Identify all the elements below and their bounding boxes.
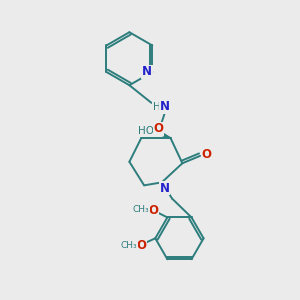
Text: O: O [202,148,212,161]
Text: CH₃: CH₃ [133,205,149,214]
Text: CH₃: CH₃ [121,242,137,250]
Text: HO: HO [139,126,154,136]
Text: O: O [136,238,146,252]
Text: N: N [160,182,170,195]
Text: N: N [142,65,152,79]
Text: O: O [153,122,163,135]
Text: O: O [148,204,158,217]
Text: H: H [153,102,160,112]
Text: N: N [160,100,170,113]
